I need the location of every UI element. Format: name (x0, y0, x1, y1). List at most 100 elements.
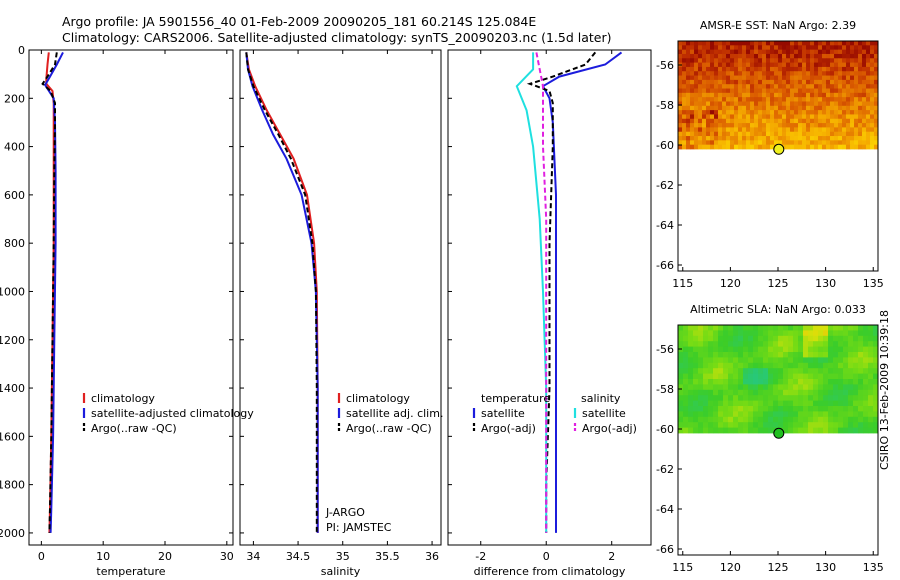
amsre_sst-cell (698, 123, 703, 128)
amsre_sst-cell (698, 75, 703, 81)
altimetric_sla-cell (823, 352, 829, 358)
altimetric_sla-cell (713, 352, 719, 358)
amsre_sst-cell (834, 41, 839, 46)
altimetric_sla-cell (723, 357, 729, 364)
altimetric_sla-cell (743, 373, 749, 380)
altimetric_sla-cell (808, 416, 814, 423)
amsre_sst-cell (738, 105, 743, 111)
salinity-annotation-institution: J-ARGO (325, 506, 365, 519)
altimetric_sla-cell (678, 357, 684, 364)
altimetric_sla-cell (843, 411, 849, 418)
amsre_sst-cell (734, 62, 739, 68)
altimetric_sla-cell (678, 400, 684, 407)
altimetric_sla-cell (728, 400, 734, 407)
temperature-series-black (41, 52, 58, 533)
amsre_sst-cell (874, 118, 879, 124)
amsre_sst-cell (806, 123, 811, 128)
altimetric_sla-cell (838, 416, 844, 423)
amsre_sst-cell (758, 118, 763, 124)
altimetric_sla-cell (688, 335, 694, 342)
altimetric_sla-cell (793, 422, 799, 428)
amsre_sst-cell (834, 131, 839, 137)
amsre_sst-cell (754, 58, 759, 63)
altimetric_sla-cell (813, 379, 819, 385)
altimetric_sla-cell (753, 406, 759, 412)
amsre_sst-cell (866, 75, 871, 81)
altimetric_sla-cell (848, 335, 854, 342)
amsre_sst-cell (846, 41, 851, 46)
amsre_sst-cell (782, 79, 787, 85)
amsre_sst-cell (778, 131, 783, 137)
amsre_sst-cell (758, 62, 763, 68)
amsre_sst-cell (690, 110, 695, 115)
altimetric_sla-cell (698, 362, 704, 369)
altimetric_sla-cell (753, 379, 759, 385)
amsre_sst-cell (754, 53, 759, 59)
altimetric_sla-cell (723, 395, 729, 401)
amsre_sst-cell (754, 140, 759, 146)
altimetric_sla-cell (783, 422, 789, 428)
amsre_sst-cell (778, 79, 783, 85)
amsre_sst-cell (866, 131, 871, 137)
altimetric_sla-cell (863, 422, 869, 428)
altimetric_sla-cell (748, 427, 754, 434)
amsre_sst-cell (714, 62, 719, 68)
amsre_sst-cell (818, 101, 823, 107)
altimetric_sla-cell (678, 384, 684, 391)
amsre_sst-cell (682, 136, 687, 141)
amsre_sst-cell (722, 110, 727, 115)
amsre_sst-cell (870, 140, 875, 146)
altimetric_sla-cell (778, 352, 784, 358)
amsre_sst-cell (866, 123, 871, 128)
amsre_sst-cell (682, 53, 687, 59)
amsre_sst-cell (754, 49, 759, 55)
amsre_sst-cell (866, 45, 871, 51)
amsre_sst-cell (790, 105, 795, 111)
amsre_sst-cell (806, 58, 811, 63)
altimetric_sla-cell (733, 427, 739, 434)
amsre_sst-cell (762, 114, 767, 120)
amsre_sst-cell (686, 71, 691, 76)
altimetric_sla-cell (713, 427, 719, 434)
amsre_sst-cell (866, 41, 871, 46)
altimetric_sla-cell (748, 373, 754, 380)
altimetric_sla-cell (793, 406, 799, 412)
amsre_sst-cell (718, 92, 723, 98)
amsre_sst-cell (822, 62, 827, 68)
amsre_sst-cell (838, 144, 843, 150)
altimetric_sla-cell (828, 325, 834, 331)
amsre_sst-cell (734, 45, 739, 51)
amsre_sst-ytick-label: -64 (656, 219, 674, 232)
amsre_sst-cell (842, 79, 847, 85)
amsre_sst-cell (850, 131, 855, 137)
amsre_sst-cell (838, 110, 843, 115)
altimetric_sla-cell (788, 357, 794, 364)
amsre_sst-cell (794, 118, 799, 124)
amsre_sst-cell (694, 79, 699, 85)
amsre_sst-cell (794, 110, 799, 115)
amsre_sst-cell (770, 62, 775, 68)
altimetric_sla-cell (798, 330, 804, 337)
amsre_sst-cell (694, 58, 699, 63)
amsre_sst-xtick-label: 135 (863, 277, 884, 290)
amsre_sst-cell (870, 58, 875, 63)
amsre_sst-cell (722, 136, 727, 141)
altimetric_sla-cell (728, 352, 734, 358)
amsre_sst-cell (786, 131, 791, 137)
amsre_sst-cell (706, 79, 711, 85)
amsre_sst-cell (802, 62, 807, 68)
amsre_sst-cell (734, 88, 739, 94)
amsre_sst-cell (746, 84, 751, 89)
altimetric_sla-cell (828, 362, 834, 369)
amsre_sst-cell (830, 127, 835, 133)
amsre_sst-cell (698, 79, 703, 85)
amsre_sst-cell (870, 71, 875, 76)
altimetric_sla-cell (718, 357, 724, 364)
amsre_sst-cell (798, 97, 803, 102)
amsre_sst-cell (826, 136, 831, 141)
altimetric_sla-cell (683, 325, 689, 331)
altimetric_sla-cell (738, 379, 744, 385)
amsre_sst-cell (818, 127, 823, 133)
altimetric_sla-cell (783, 357, 789, 364)
amsre_sst-cell (846, 45, 851, 51)
